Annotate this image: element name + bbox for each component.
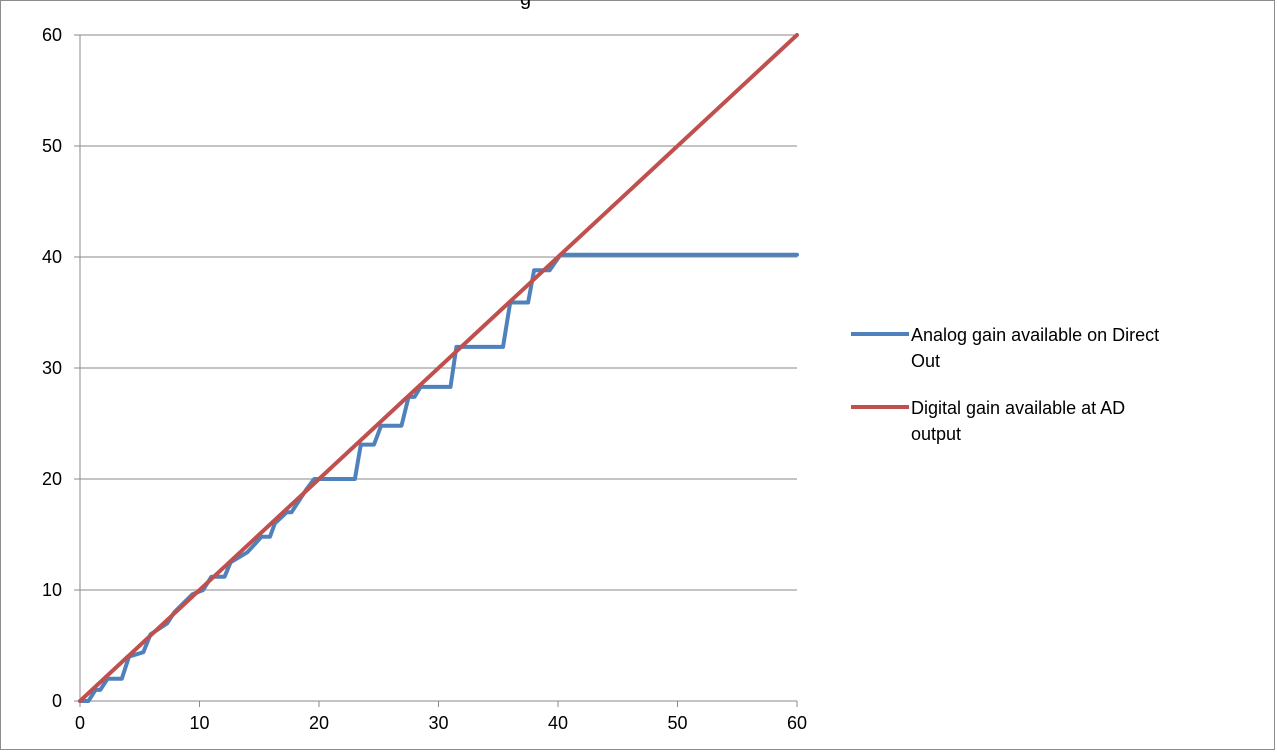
x-tick-label-10: 10	[189, 713, 209, 733]
axes	[74, 34, 798, 707]
gridlines	[80, 34, 797, 591]
legend-label-1-line-1: Analog gain available on Direct	[911, 325, 1159, 345]
tick-labels: 0 10 20 30 40 50 60 0 10 20 30 40 50 60	[42, 25, 807, 733]
legend-label-2-line-1: Digital gain available at AD	[911, 398, 1125, 418]
y-tick-label-40: 40	[42, 247, 62, 267]
plot-area	[78, 33, 799, 703]
x-tick-label-20: 20	[309, 713, 329, 733]
y-tick-label-30: 30	[42, 358, 62, 378]
x-tick-label-60: 60	[787, 713, 807, 733]
y-tick-label-10: 10	[42, 580, 62, 600]
y-tick-label-0: 0	[52, 691, 62, 711]
legend-label-2-line-2: output	[911, 424, 961, 444]
x-tick-label-0: 0	[75, 713, 85, 733]
x-tick-label-30: 30	[428, 713, 448, 733]
series-line-1	[78, 252, 799, 703]
legend-label-1-line-2: Out	[911, 351, 940, 371]
y-tick-label-50: 50	[42, 136, 62, 156]
legend: Analog gain available on Direct Out Digita…	[851, 325, 1159, 444]
x-tick-label-50: 50	[667, 713, 687, 733]
chart-title: g	[520, 0, 531, 11]
x-tick-label-40: 40	[548, 713, 568, 733]
y-tick-label-60: 60	[42, 25, 62, 45]
series-line-2	[78, 33, 799, 703]
y-tick-label-20: 20	[42, 469, 62, 489]
